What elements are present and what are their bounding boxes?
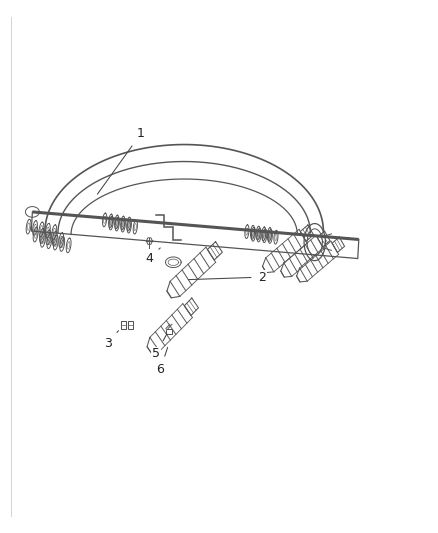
Bar [166, 328, 172, 334]
Text: 3: 3 [104, 330, 118, 350]
Text: 6: 6 [156, 348, 168, 376]
Text: 2: 2 [188, 271, 266, 284]
Bar [121, 321, 126, 328]
Text: 4: 4 [145, 248, 160, 265]
Text: 1: 1 [97, 127, 145, 194]
Bar [128, 321, 133, 328]
Text: 5: 5 [152, 334, 167, 360]
